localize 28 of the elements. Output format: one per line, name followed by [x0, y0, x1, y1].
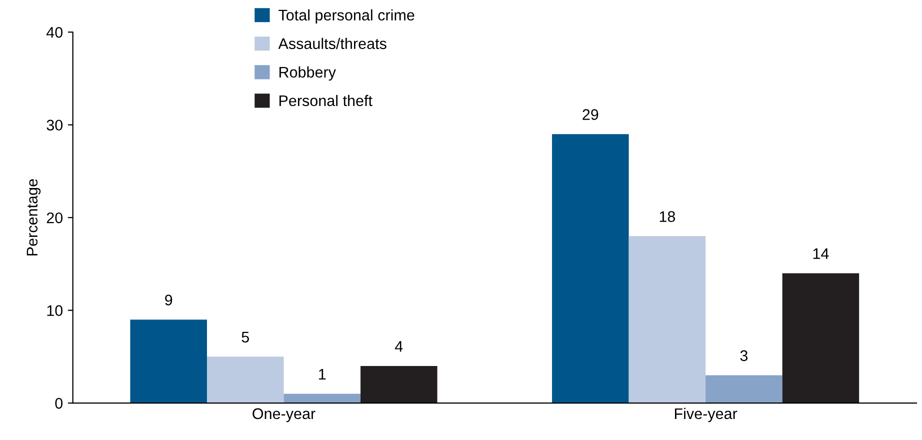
y-tick-label: 20 — [46, 212, 63, 224]
data-label: 14 — [813, 248, 829, 259]
bar — [628, 236, 706, 404]
bar — [782, 273, 860, 404]
y-tick-label: 10 — [47, 305, 63, 316]
bar — [552, 134, 629, 404]
bar — [130, 320, 207, 404]
data-label: 29 — [582, 109, 598, 120]
bar — [360, 366, 438, 404]
data-label: 4 — [395, 341, 403, 352]
bar — [706, 375, 782, 404]
y-tick-label: 30 — [46, 120, 63, 131]
data-label: 3 — [740, 350, 748, 362]
legend-label: Total personal crime — [278, 9, 414, 24]
y-tick-label: 40 — [46, 26, 63, 38]
x-tick-label: Five-year — [674, 408, 738, 422]
y-tick-label: 0 — [55, 398, 63, 409]
bar — [206, 356, 284, 404]
data-label: 9 — [165, 294, 172, 306]
legend-label: Robbery — [279, 66, 336, 81]
y-axis-title: Percentage — [26, 179, 41, 256]
data-label: 1 — [319, 368, 326, 380]
x-tick-label: One-year — [252, 408, 316, 422]
data-label: 18 — [660, 211, 676, 222]
legend-label: Personal theft — [279, 94, 372, 106]
legend-label: Assaults/threats — [278, 38, 386, 50]
bar — [284, 394, 361, 404]
data-label: 5 — [242, 332, 249, 343]
